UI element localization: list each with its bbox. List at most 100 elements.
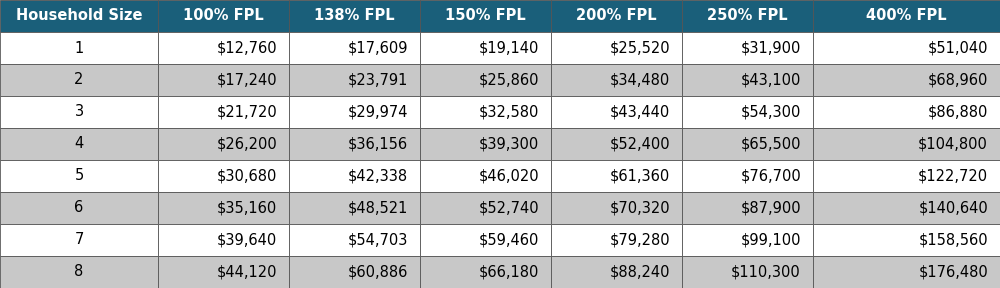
Text: $43,440: $43,440: [610, 105, 670, 120]
Text: $76,700: $76,700: [740, 168, 801, 183]
Bar: [0, 64, 158, 96]
Text: $104,800: $104,800: [918, 137, 988, 151]
Bar: [289, 128, 420, 160]
Text: $54,703: $54,703: [348, 232, 408, 247]
Bar: [551, 0, 682, 32]
Bar: [551, 64, 682, 96]
Bar: [551, 96, 682, 128]
Bar: [158, 32, 289, 64]
Text: $65,500: $65,500: [740, 137, 801, 151]
Bar: [682, 160, 813, 192]
Text: $42,338: $42,338: [348, 168, 408, 183]
Bar: [289, 160, 420, 192]
Bar: [0, 160, 158, 192]
Text: $26,200: $26,200: [216, 137, 277, 151]
Text: $19,140: $19,140: [479, 41, 539, 56]
Text: $25,860: $25,860: [479, 73, 539, 88]
Bar: [289, 32, 420, 64]
Text: $52,400: $52,400: [609, 137, 670, 151]
Text: 400% FPL: 400% FPL: [866, 9, 947, 24]
Text: $51,040: $51,040: [928, 41, 988, 56]
Bar: [289, 64, 420, 96]
Bar: [682, 128, 813, 160]
Bar: [420, 32, 551, 64]
Bar: [420, 192, 551, 224]
Text: $99,100: $99,100: [740, 232, 801, 247]
Bar: [813, 0, 1000, 32]
Bar: [682, 64, 813, 96]
Bar: [551, 192, 682, 224]
Bar: [0, 128, 158, 160]
Text: $54,300: $54,300: [741, 105, 801, 120]
Bar: [813, 64, 1000, 96]
Bar: [420, 64, 551, 96]
Text: $43,100: $43,100: [741, 73, 801, 88]
Bar: [158, 160, 289, 192]
Bar: [289, 256, 420, 288]
Bar: [682, 0, 813, 32]
Bar: [551, 128, 682, 160]
Text: $29,974: $29,974: [348, 105, 408, 120]
Bar: [158, 256, 289, 288]
Bar: [682, 192, 813, 224]
Text: $88,240: $88,240: [610, 264, 670, 279]
Bar: [289, 192, 420, 224]
Bar: [0, 0, 158, 32]
Text: $35,160: $35,160: [217, 200, 277, 215]
Bar: [0, 256, 158, 288]
Bar: [813, 192, 1000, 224]
Bar: [289, 96, 420, 128]
Bar: [158, 96, 289, 128]
Text: $36,156: $36,156: [348, 137, 408, 151]
Bar: [0, 32, 158, 64]
Text: $39,640: $39,640: [217, 232, 277, 247]
Bar: [0, 192, 158, 224]
Text: $87,900: $87,900: [740, 200, 801, 215]
Bar: [158, 224, 289, 256]
Bar: [158, 64, 289, 96]
Text: $70,320: $70,320: [609, 200, 670, 215]
Text: $12,760: $12,760: [216, 41, 277, 56]
Bar: [420, 128, 551, 160]
Bar: [682, 256, 813, 288]
Text: $39,300: $39,300: [479, 137, 539, 151]
Text: $66,180: $66,180: [479, 264, 539, 279]
Bar: [289, 0, 420, 32]
Text: 100% FPL: 100% FPL: [183, 9, 264, 24]
Bar: [813, 32, 1000, 64]
Bar: [158, 128, 289, 160]
Bar: [0, 96, 158, 128]
Text: 2: 2: [74, 73, 84, 88]
Bar: [420, 0, 551, 32]
Text: $61,360: $61,360: [610, 168, 670, 183]
Text: 4: 4: [74, 137, 84, 151]
Bar: [551, 160, 682, 192]
Text: $140,640: $140,640: [918, 200, 988, 215]
Text: Household Size: Household Size: [16, 9, 142, 24]
Text: 150% FPL: 150% FPL: [445, 9, 526, 24]
Text: $31,900: $31,900: [741, 41, 801, 56]
Text: $17,240: $17,240: [216, 73, 277, 88]
Bar: [420, 224, 551, 256]
Text: $32,580: $32,580: [479, 105, 539, 120]
Bar: [289, 224, 420, 256]
Text: $34,480: $34,480: [610, 73, 670, 88]
Bar: [551, 32, 682, 64]
Text: 200% FPL: 200% FPL: [576, 9, 657, 24]
Bar: [420, 256, 551, 288]
Text: $46,020: $46,020: [478, 168, 539, 183]
Text: 6: 6: [74, 200, 84, 215]
Bar: [158, 0, 289, 32]
Text: $48,521: $48,521: [348, 200, 408, 215]
Text: $21,720: $21,720: [216, 105, 277, 120]
Bar: [420, 160, 551, 192]
Text: $52,740: $52,740: [478, 200, 539, 215]
Text: $110,300: $110,300: [731, 264, 801, 279]
Bar: [551, 224, 682, 256]
Text: $60,886: $60,886: [348, 264, 408, 279]
Text: $68,960: $68,960: [928, 73, 988, 88]
Bar: [420, 96, 551, 128]
Bar: [158, 192, 289, 224]
Text: $30,680: $30,680: [217, 168, 277, 183]
Text: 5: 5: [74, 168, 84, 183]
